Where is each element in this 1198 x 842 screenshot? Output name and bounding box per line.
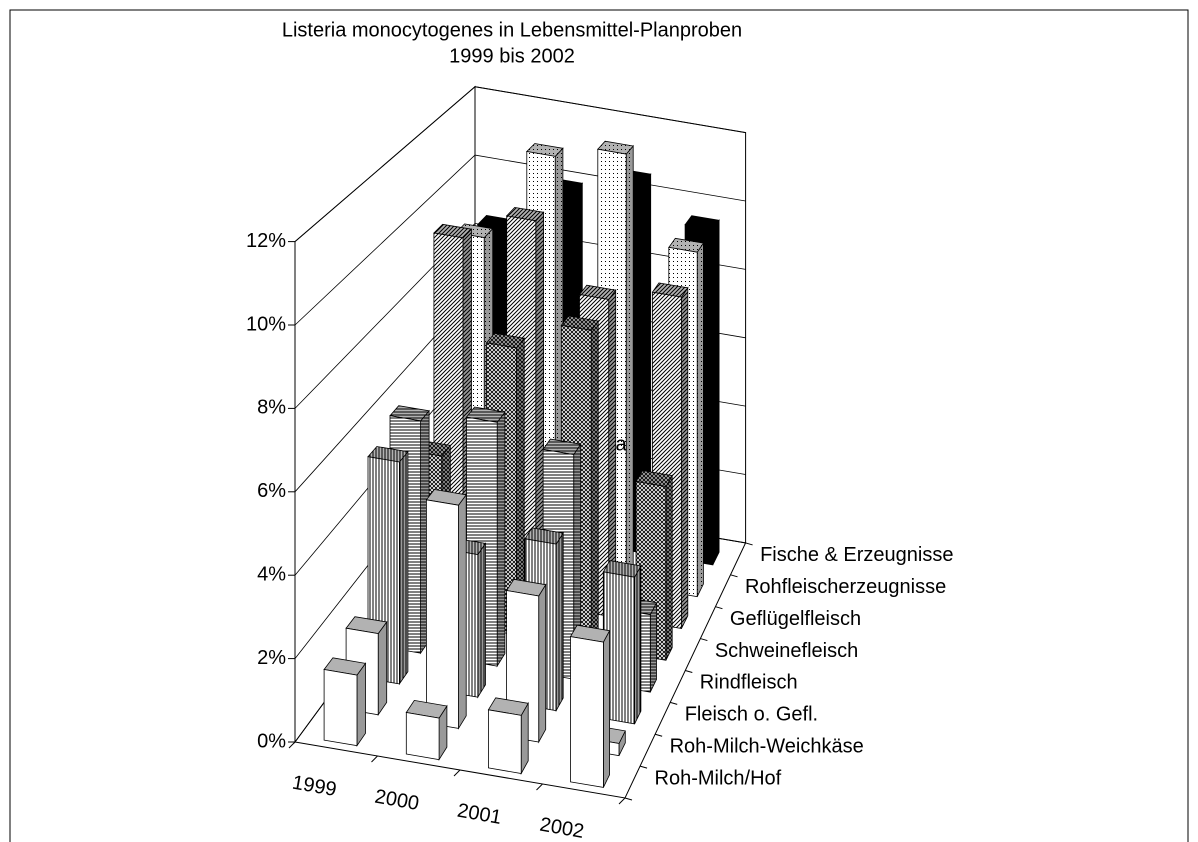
bar-side-shade	[477, 542, 486, 699]
bar-side	[608, 290, 616, 617]
bar-top	[406, 700, 447, 719]
bar	[405, 699, 448, 761]
bar-top	[324, 657, 366, 676]
legend-label: Roh-Milch-Weichkäse	[670, 735, 864, 757]
legend-label: Rindfleisch	[700, 672, 798, 694]
bar-side-shade	[496, 411, 506, 668]
bar	[487, 697, 529, 776]
bar-top	[488, 697, 529, 716]
legend-label: Geflügelfleisch	[730, 608, 861, 630]
depth-tick	[715, 606, 723, 610]
bar-side	[603, 630, 610, 788]
bar-side	[378, 622, 387, 715]
bar-side	[497, 412, 505, 667]
y-tick-label: 4%	[257, 563, 286, 585]
x-tick	[453, 769, 461, 777]
bar-side	[458, 494, 467, 729]
bar-side	[634, 565, 641, 724]
y-tick-label: 0%	[257, 730, 286, 752]
depth-tick	[655, 733, 663, 737]
grid-line	[294, 86, 746, 242]
depth-tick	[639, 765, 648, 769]
bar-front	[425, 499, 459, 729]
legend-label: Rohfleischerzeugnisse	[745, 576, 946, 598]
bar-side-shade	[458, 493, 467, 730]
bar-side-shade	[590, 319, 599, 650]
depth-tick	[700, 638, 708, 642]
bar-front	[405, 712, 440, 761]
chart-subtitle: 1999 bis 2002	[449, 45, 575, 67]
bar-side-shade	[634, 564, 642, 725]
grid-line	[294, 154, 746, 326]
bar-side	[399, 451, 408, 684]
depth-tick	[685, 669, 693, 673]
depth-tick	[624, 797, 633, 801]
bar	[602, 560, 642, 725]
bar-front	[570, 636, 604, 788]
x-tick	[618, 797, 626, 805]
y-tick-label: 12%	[246, 230, 286, 252]
bar-side	[535, 212, 544, 604]
bar-side	[357, 663, 366, 746]
bar	[323, 657, 367, 747]
bar-side	[538, 584, 546, 742]
bar-front	[602, 571, 635, 725]
bar-side-shade	[538, 583, 547, 744]
x-tick	[371, 755, 378, 763]
bar-side	[643, 174, 651, 554]
depth-tick	[730, 574, 738, 578]
bar-top	[526, 143, 563, 157]
chart-title: Listeria monocytogenes in Lebensmittel-P…	[282, 19, 742, 41]
bar-side-shade	[649, 602, 657, 693]
x-tick	[288, 741, 296, 749]
legend-label: Fleisch o. Gefl.	[685, 704, 818, 726]
depth-tick	[745, 542, 753, 546]
bar-side	[712, 220, 720, 565]
legend-label: Fische & Erzeugnisse	[760, 544, 953, 566]
bar-front	[487, 709, 522, 774]
legend-label: Schweinefleisch	[715, 640, 858, 662]
annotation: a	[615, 433, 627, 455]
plot-area: 0%2%4%6%8%10%12%1999 2000 2001 2002Roh-Milc…	[246, 85, 953, 842]
bar-side	[619, 730, 626, 756]
bar-side	[650, 602, 657, 693]
bar-side-shade	[398, 450, 409, 686]
bar-side-shade	[696, 241, 704, 597]
bar-side	[477, 543, 486, 698]
bar-side-shade	[665, 474, 673, 661]
bar-side	[665, 475, 673, 661]
bar	[569, 624, 611, 788]
bar-side	[626, 146, 634, 585]
bar-side	[697, 243, 704, 597]
y-tick-label: 10%	[246, 313, 286, 335]
bar-side-shade	[603, 630, 610, 788]
bar-top	[346, 616, 387, 634]
bar-top	[636, 470, 673, 487]
bar-side	[439, 706, 447, 760]
bar-side	[681, 287, 688, 629]
y-tick-label: 8%	[257, 397, 286, 419]
bar-side-shade	[681, 286, 689, 629]
bar	[425, 489, 467, 730]
bar-front	[323, 669, 358, 747]
bar-top	[597, 141, 634, 155]
grid-line	[294, 222, 746, 409]
bar-top	[603, 560, 641, 578]
legend-label: Roh-Milch/Hof	[655, 767, 782, 789]
bar-side	[516, 338, 525, 635]
bar-side	[573, 444, 581, 680]
bar-side-shade	[356, 662, 366, 747]
bar-side-shade	[555, 531, 564, 713]
y-tick-label: 2%	[257, 647, 286, 669]
bar-side	[521, 703, 529, 774]
bar-side	[556, 533, 564, 711]
bar-side-shade	[377, 620, 388, 717]
x-tick	[536, 783, 543, 791]
bar-side-shade	[625, 144, 634, 587]
bar-side	[591, 321, 599, 648]
depth-tick	[670, 701, 678, 705]
bar-side-shade	[712, 219, 720, 566]
y-tick-label: 6%	[257, 480, 286, 502]
